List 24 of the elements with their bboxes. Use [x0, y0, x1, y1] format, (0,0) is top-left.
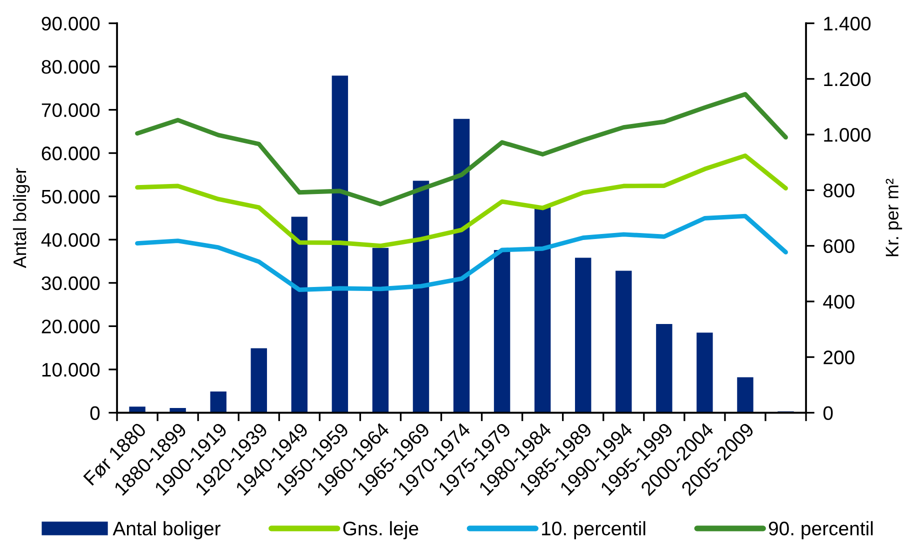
y2-tick-label: 600: [824, 239, 854, 254]
y-tick-label: 30.000: [42, 276, 100, 290]
y-tick-label: 20.000: [42, 320, 100, 334]
y-tick-label: 0: [90, 406, 100, 420]
y2-tick-label: 1.400: [824, 16, 871, 31]
y-tick-label: 80.000: [42, 60, 100, 74]
y2-axis-title: Kr. per m²: [886, 178, 902, 256]
y-tick-label: 90.000: [42, 16, 100, 31]
y2-tick-label: 200: [824, 350, 854, 364]
y-axis-title: Antal boliger: [12, 168, 30, 268]
legend-label: 10. percentil: [542, 521, 646, 540]
y-tick-label: 70.000: [42, 103, 100, 118]
legend-label: Gns. leje: [343, 521, 418, 540]
y-tick-label: 50.000: [42, 190, 100, 204]
y2-tick-label: 800: [824, 184, 854, 198]
y-tick-label: 10.000: [42, 362, 100, 377]
y2-tick-label: 400: [823, 294, 854, 309]
legend-label: Antal boliger: [112, 521, 220, 540]
y2-tick-label: 1.000: [824, 128, 871, 142]
legend-label: 90. percentil: [768, 521, 873, 540]
y2-tick-label: 0: [823, 406, 833, 420]
y-tick-label: 60.000: [42, 146, 100, 160]
y2-tick-label: 1.200: [824, 72, 871, 86]
y-tick-label: 40.000: [41, 233, 100, 247]
